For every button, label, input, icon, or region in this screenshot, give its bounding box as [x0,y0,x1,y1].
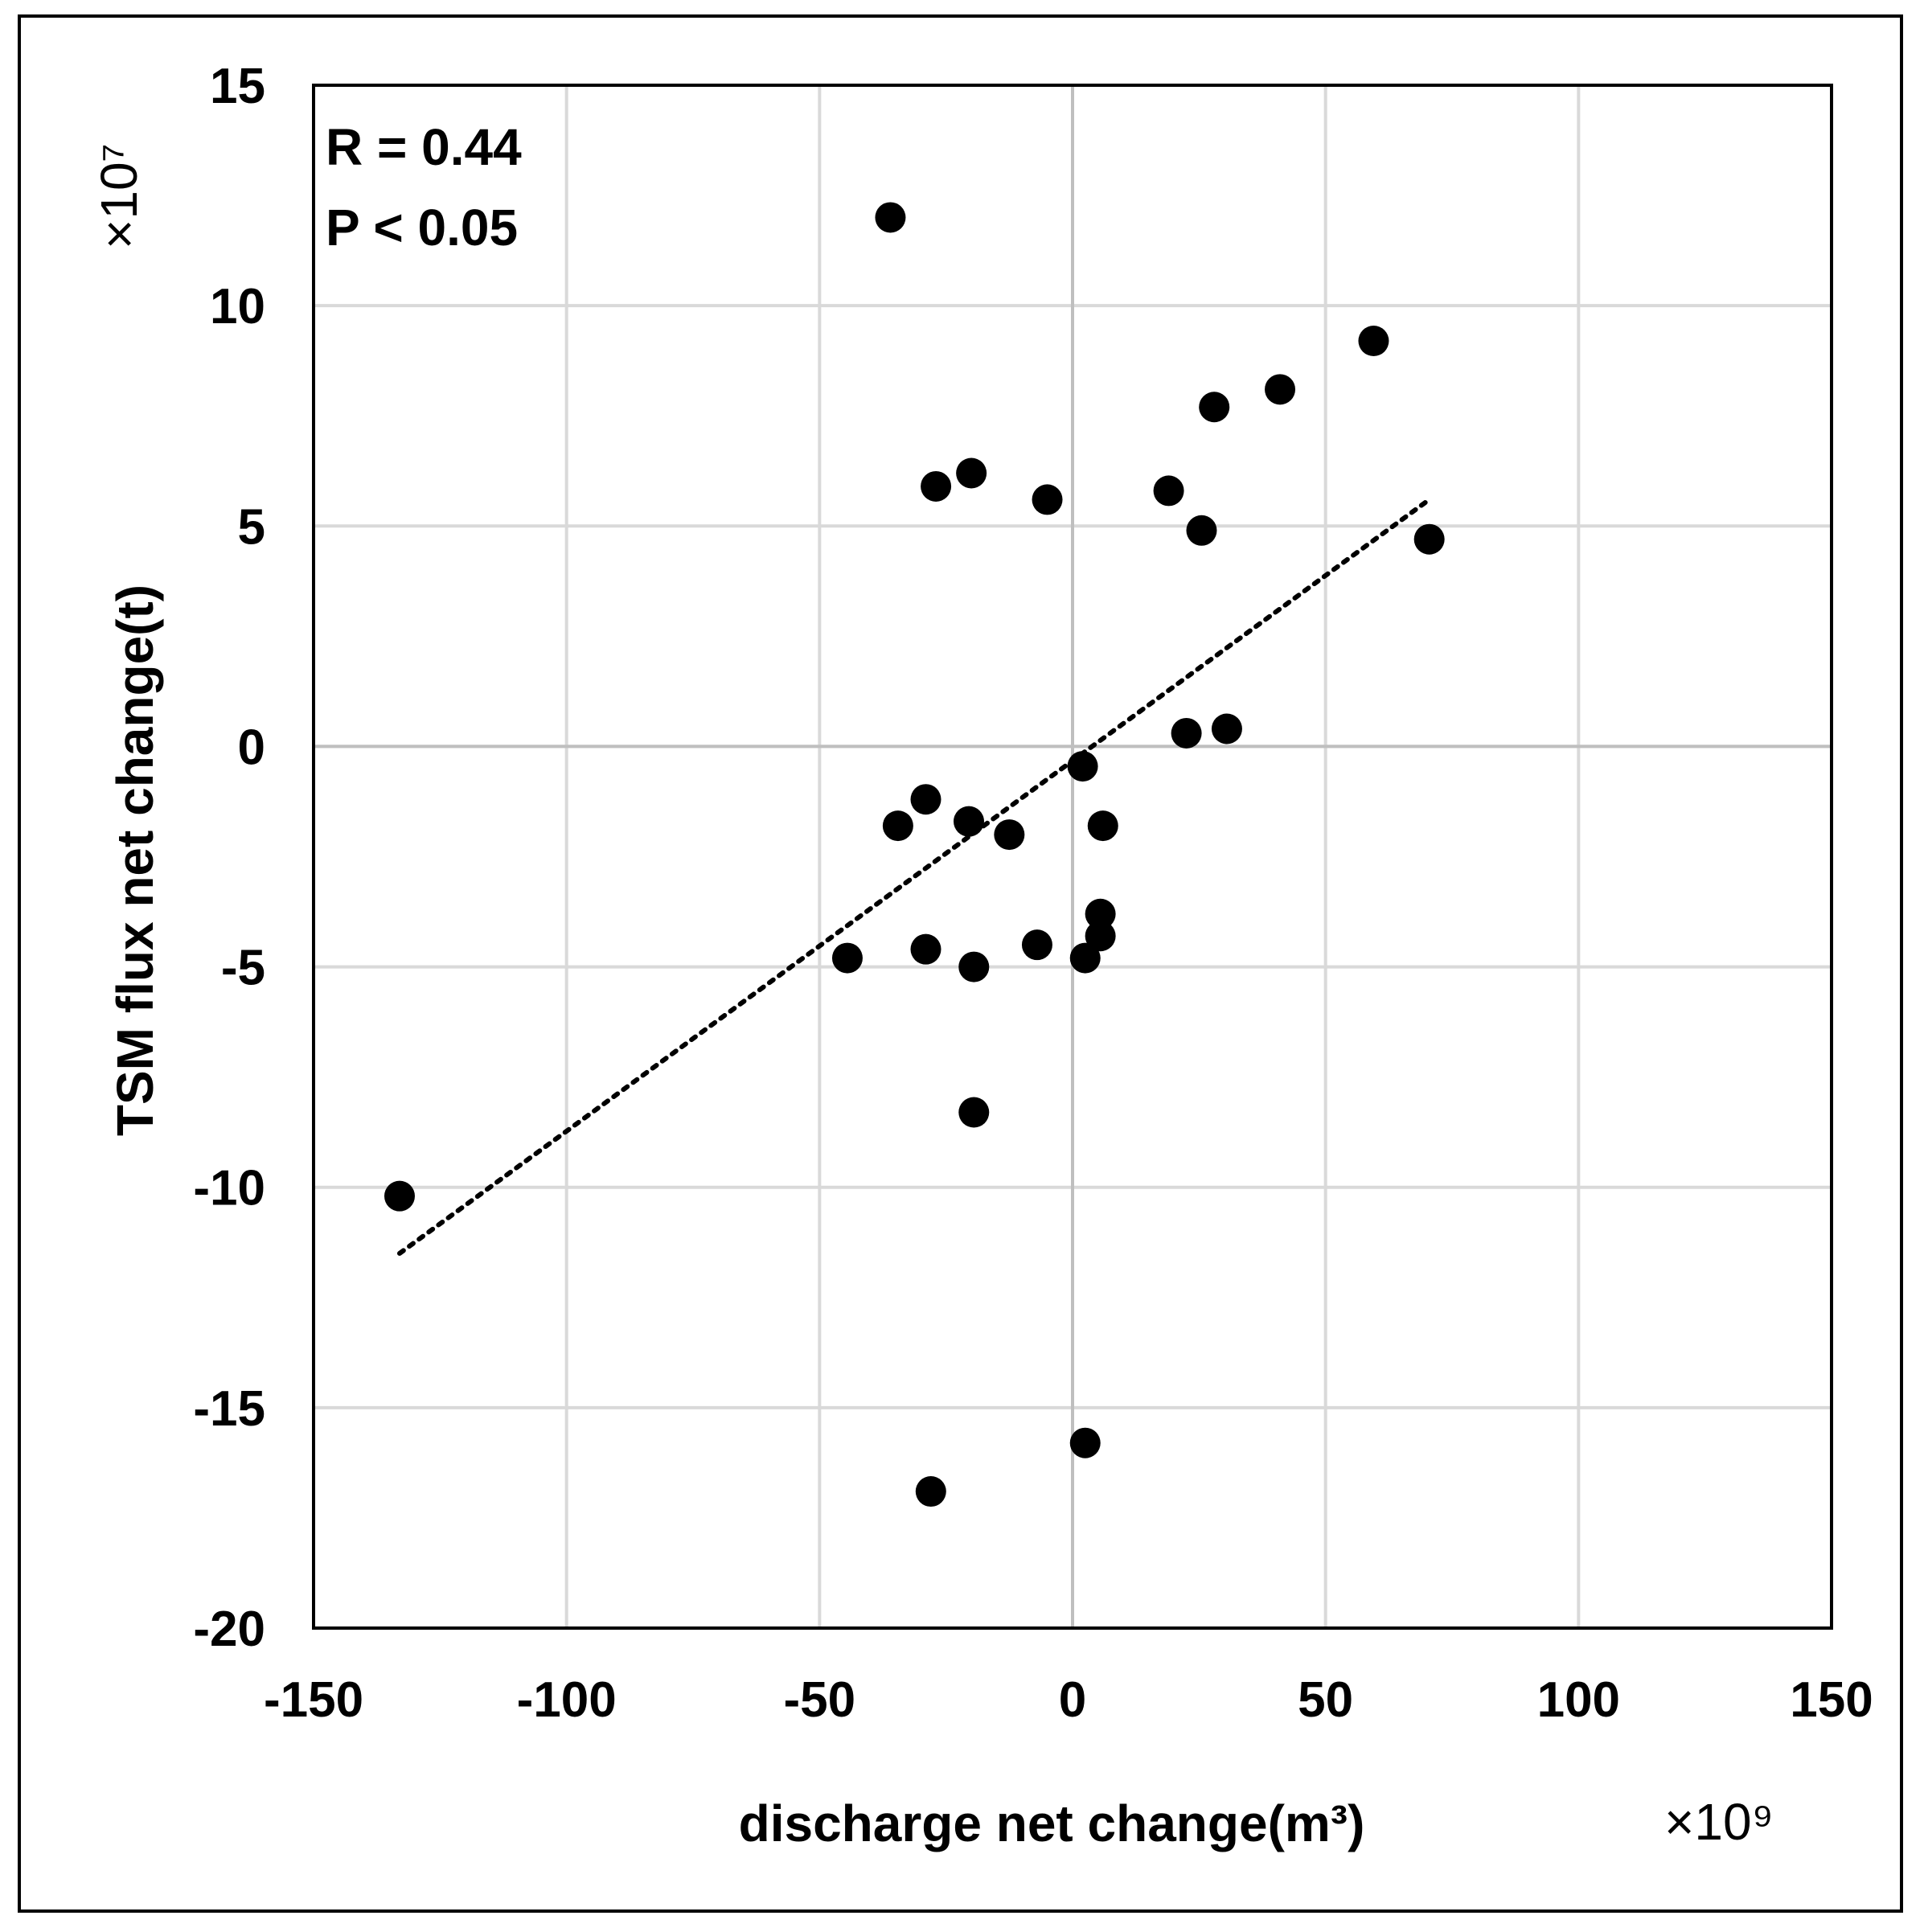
x-tick-label: -100 [517,1672,617,1728]
data-point [921,470,952,502]
r-value-annotation: R = 0.44 [326,118,522,176]
data-point [882,810,913,842]
y-tick-labels: -20 -15 -10 -5 0 5 10 15 [193,59,265,1657]
zero-axis-lines [314,85,1832,1628]
y-axis-multiplier: ×10⁷ [90,143,148,249]
data-point [1021,929,1052,961]
y-tick-label: -20 [193,1602,265,1657]
data-point [831,942,863,974]
x-tick-label: 0 [1059,1672,1086,1728]
x-tick-label: -150 [264,1672,363,1728]
x-tick-label: 100 [1537,1672,1620,1728]
data-point [1211,713,1242,744]
data-point [910,933,941,965]
data-point [1087,810,1118,842]
data-point [384,1180,415,1212]
data-point [994,819,1025,851]
y-tick-label: -5 [221,941,265,996]
x-tick-labels: -150 -100 -50 0 50 100 150 [264,1672,1873,1728]
data-point [915,1476,946,1507]
y-tick-label: 15 [210,59,265,114]
data-point [1032,484,1063,515]
plot-area-border [312,84,1833,1630]
data-point [1069,942,1101,974]
data-point [1085,921,1116,952]
data-point [958,1097,990,1128]
y-tick-label: 10 [210,279,265,334]
data-point [910,784,941,815]
data-point [1085,898,1116,929]
data-point [1171,717,1202,749]
data-point [1186,515,1217,546]
data-point [953,806,984,837]
y-tick-label: 5 [238,499,265,555]
data-point [1199,392,1230,423]
data-point [956,457,987,489]
x-tick-label: 50 [1298,1672,1353,1728]
y-axis-title: TSM flux net change(t) [106,585,164,1136]
y-tick-label: 0 [238,720,265,775]
data-point [1413,523,1445,555]
p-value-annotation: P < 0.05 [326,199,518,256]
data-point [1067,751,1098,782]
data-point [1265,374,1296,405]
x-axis-title: discharge net change(m³) [739,1795,1365,1852]
trendline [396,497,1432,1256]
x-tick-label: -50 [784,1672,856,1728]
data-point [1069,1427,1101,1458]
data-point [875,202,906,233]
y-tick-label: -15 [193,1381,265,1437]
data-point [958,951,990,982]
x-tick-label: 150 [1790,1672,1873,1728]
x-axis-multiplier: ×10⁹ [1664,1793,1774,1851]
data-point [1153,475,1184,507]
data-point [1358,326,1389,357]
data-points [384,202,1445,1507]
y-tick-label: -10 [193,1161,265,1216]
